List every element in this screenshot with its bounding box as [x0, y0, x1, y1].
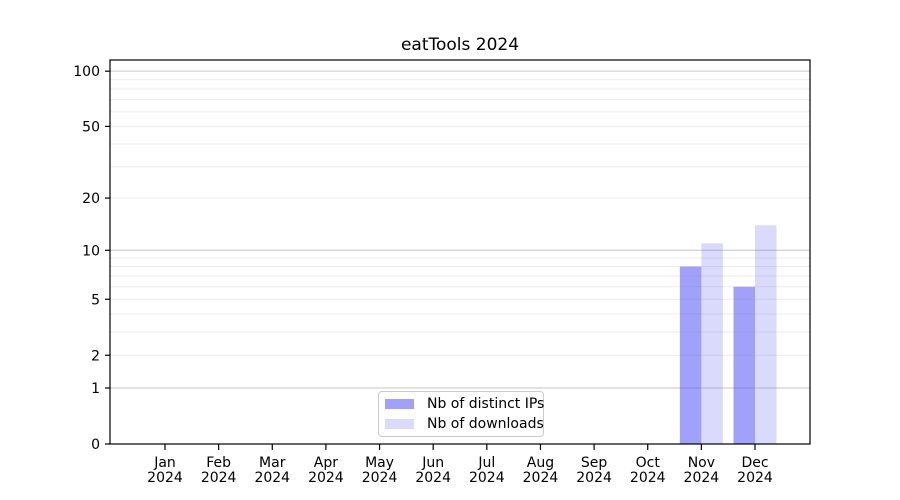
x-tick-label-year: 2024	[576, 470, 612, 486]
x-tick-label-month: Dec	[741, 455, 768, 471]
x-tick-label-month: Jan	[153, 455, 176, 471]
x-tick-label-month: Jul	[477, 455, 495, 471]
x-tick-label-year: 2024	[254, 470, 290, 486]
bar-distinct-ips-nov	[679, 266, 702, 444]
y-tick-label: 100	[73, 64, 100, 80]
x-tick-label-month: Apr	[314, 455, 338, 471]
x-tick-label-year: 2024	[201, 470, 237, 486]
legend-swatch-downloads	[385, 419, 414, 429]
y-tick-label: 1	[91, 381, 100, 397]
x-tick-label-year: 2024	[469, 470, 505, 486]
y-tick-label: 20	[82, 191, 100, 207]
x-tick-label-month: May	[365, 455, 394, 471]
x-tick-label-month: Mar	[259, 455, 286, 471]
bar-downloads-nov	[701, 243, 723, 444]
y-tick-label: 2	[91, 348, 100, 364]
bar-distinct-ips-dec	[733, 286, 755, 444]
legend-swatch-distinct-ips	[385, 399, 414, 409]
x-tick-label-month: Aug	[527, 455, 554, 471]
x-tick-label-year: 2024	[147, 470, 183, 486]
legend-label-downloads: Nb of downloads	[427, 416, 544, 432]
y-tick-label: 50	[82, 119, 100, 135]
chart-title: eatTools 2024	[400, 35, 520, 55]
x-tick-label-year: 2024	[415, 470, 451, 486]
x-tick-label-year: 2024	[523, 470, 559, 486]
bar-downloads-dec	[755, 225, 777, 444]
x-tick-label-month: Oct	[636, 455, 661, 471]
x-tick-label-year: 2024	[737, 470, 773, 486]
x-tick-label-year: 2024	[308, 470, 344, 486]
y-tick-label: 10	[82, 243, 100, 259]
y-tick-label: 0	[91, 437, 100, 453]
legend-item-distinct-ips: Nb of distinct IPs	[385, 396, 544, 412]
legend: Nb of distinct IPs Nb of downloads	[378, 391, 544, 437]
legend-item-downloads: Nb of downloads	[385, 416, 544, 432]
x-tick-label-year: 2024	[684, 470, 720, 486]
x-tick-label-month: Sep	[581, 455, 608, 471]
y-tick-label: 5	[91, 292, 100, 308]
legend-label-distinct-ips: Nb of distinct IPs	[427, 396, 545, 412]
x-tick-label-month: Nov	[688, 455, 715, 471]
x-tick-label-month: Feb	[206, 455, 231, 471]
x-tick-label-year: 2024	[362, 470, 398, 486]
plot-border	[109, 59, 811, 445]
x-tick-label-year: 2024	[630, 470, 666, 486]
x-tick-label-month: Jun	[421, 455, 444, 471]
